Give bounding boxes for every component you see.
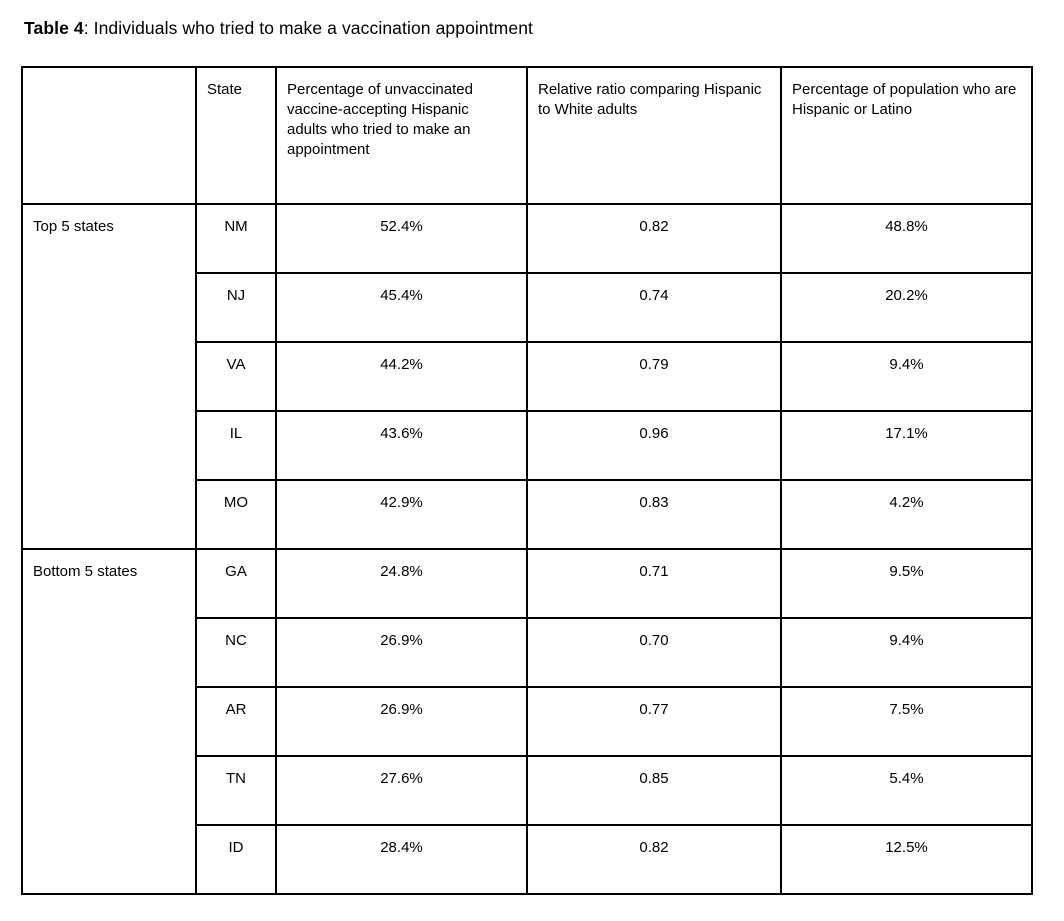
cell-pct-pop: 4.2% [780, 479, 1033, 550]
table-row: IL 43.6% 0.96 17.1% [22, 410, 1033, 481]
table-title-text: : Individuals who tried to make a vaccin… [83, 18, 533, 38]
table-row: TN 27.6% 0.85 5.4% [22, 755, 1033, 826]
cell-pct-pop: 12.5% [780, 824, 1033, 895]
cell-state: NC [195, 617, 277, 688]
cell-rel-ratio: 0.85 [526, 755, 782, 826]
table-row: ID 28.4% 0.82 12.5% [22, 824, 1033, 895]
cell-pct-tried: 28.4% [275, 824, 528, 895]
cell-pct-pop: 9.5% [780, 548, 1033, 619]
cell-pct-tried: 45.4% [275, 272, 528, 343]
header-pct-pop: Percentage of population who are Hispani… [780, 66, 1033, 205]
cell-pct-tried: 26.9% [275, 617, 528, 688]
table-row: NJ 45.4% 0.74 20.2% [22, 272, 1033, 343]
table-row: VA 44.2% 0.79 9.4% [22, 341, 1033, 412]
cell-pct-pop: 9.4% [780, 617, 1033, 688]
cell-pct-tried: 26.9% [275, 686, 528, 757]
cell-state: VA [195, 341, 277, 412]
cell-state: ID [195, 824, 277, 895]
header-state: State [195, 66, 277, 205]
table-title: Table 4: Individuals who tried to make a… [0, 0, 1064, 40]
cell-rel-ratio: 0.82 [526, 203, 782, 274]
cell-state: NJ [195, 272, 277, 343]
table-row: Top 5 states NM 52.4% 0.82 48.8% [21, 203, 1033, 550]
cell-pct-pop: 48.8% [780, 203, 1033, 274]
cell-state: IL [195, 410, 277, 481]
group-label-bottom5: Bottom 5 states [21, 548, 197, 895]
cell-pct-tried: 24.8% [275, 548, 528, 619]
header-row: State Percentage of unvaccinated vaccine… [21, 66, 1033, 205]
cell-state: NM [195, 203, 277, 274]
cell-rel-ratio: 0.77 [526, 686, 782, 757]
cell-pct-tried: 44.2% [275, 341, 528, 412]
cell-pct-tried: 27.6% [275, 755, 528, 826]
cell-state: MO [195, 479, 277, 550]
vaccination-appointment-table: State Percentage of unvaccinated vaccine… [21, 66, 1033, 895]
cell-state: AR [195, 686, 277, 757]
cell-state: TN [195, 755, 277, 826]
cell-pct-pop: 17.1% [780, 410, 1033, 481]
cell-pct-tried: 43.6% [275, 410, 528, 481]
table-row: Bottom 5 states GA 24.8% 0.71 9.5% [21, 548, 1033, 895]
cell-rel-ratio: 0.79 [526, 341, 782, 412]
cell-rel-ratio: 0.83 [526, 479, 782, 550]
cell-pct-pop: 5.4% [780, 755, 1033, 826]
header-rel-ratio: Relative ratio comparing Hispanic to Whi… [526, 66, 782, 205]
group-label-top5: Top 5 states [21, 203, 197, 550]
cell-pct-pop: 20.2% [780, 272, 1033, 343]
cell-rel-ratio: 0.71 [526, 548, 782, 619]
cell-rel-ratio: 0.96 [526, 410, 782, 481]
cell-pct-tried: 52.4% [275, 203, 528, 274]
table-title-label: Table 4 [24, 18, 84, 38]
cell-pct-pop: 7.5% [780, 686, 1033, 757]
table-row: MO 42.9% 0.83 4.2% [22, 479, 1033, 550]
cell-pct-pop: 9.4% [780, 341, 1033, 412]
table-row: AR 26.9% 0.77 7.5% [22, 686, 1033, 757]
cell-pct-tried: 42.9% [275, 479, 528, 550]
header-group [21, 66, 197, 205]
cell-rel-ratio: 0.70 [526, 617, 782, 688]
table-row: NC 26.9% 0.70 9.4% [22, 617, 1033, 688]
cell-rel-ratio: 0.74 [526, 272, 782, 343]
cell-rel-ratio: 0.82 [526, 824, 782, 895]
cell-state: GA [195, 548, 277, 619]
header-pct-tried: Percentage of unvaccinated vaccine-accep… [275, 66, 528, 205]
